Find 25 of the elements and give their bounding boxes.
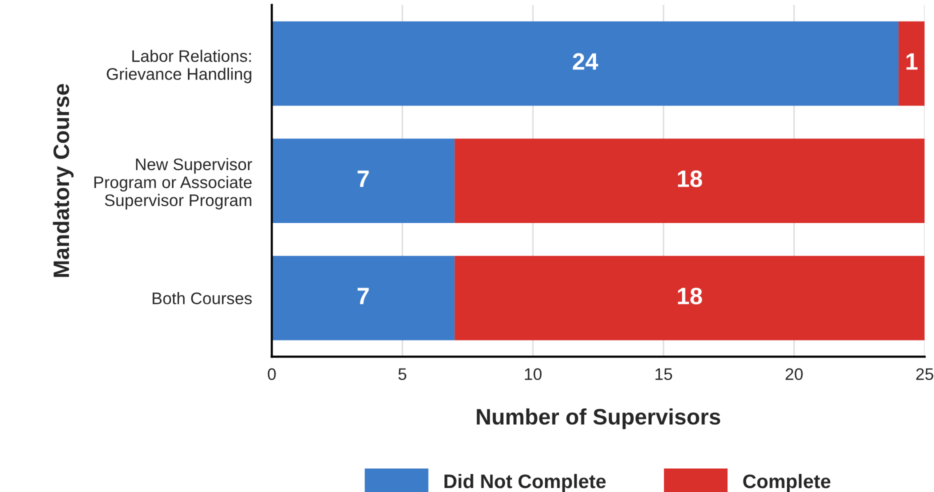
bar [454,138,925,224]
bar [898,21,925,106]
legend-label: Complete [743,474,830,492]
data-label: 1 [906,53,918,70]
bar [272,21,899,106]
x-tick-label: 15 [656,368,672,380]
x-tick-label: 25 [916,368,934,380]
x-tick-label: 0 [268,368,276,380]
data-label: 7 [358,288,369,304]
y-tick-label: New Supervisor Program or Associate Supervisor Program [94,158,252,210]
y-tick-label: Labor Relations: Grievance Handling [106,50,252,84]
x-tick-label: 20 [786,368,803,380]
x-tick-label: 5 [398,368,406,380]
y-tick-label: Both Courses [152,292,252,304]
legend-label: Did Not Complete [444,474,606,492]
data-label: 18 [678,288,702,304]
data-label: 18 [678,170,702,188]
data-label: 7 [358,170,369,187]
bar [272,256,455,340]
bar [272,138,455,224]
x-tick-label: 10 [524,368,542,380]
y-axis-title: Mandatory Course [52,84,74,277]
data-label: 24 [572,53,598,70]
bar [454,256,925,340]
x-axis-title: Number of Supervisors [476,408,720,430]
